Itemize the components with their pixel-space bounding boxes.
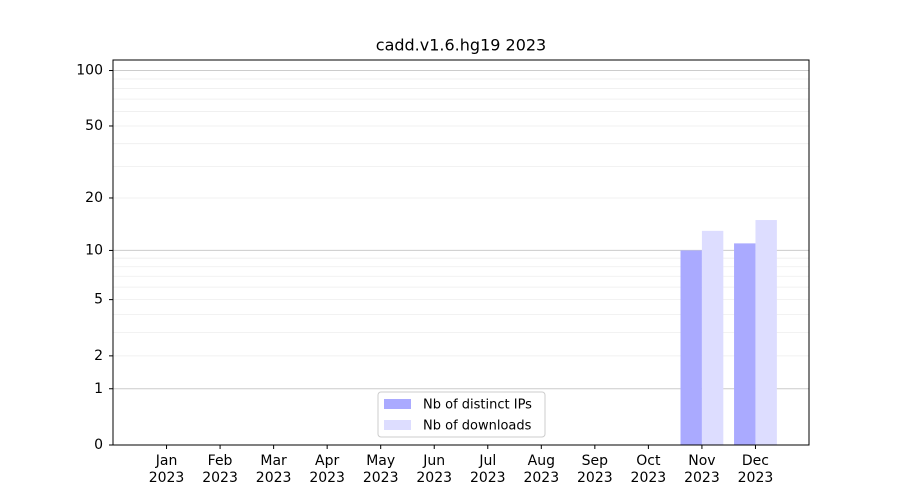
legend-swatch (384, 420, 411, 430)
y-tick-label: 10 (85, 242, 103, 258)
x-tick-label: Jan 2023 (148, 453, 185, 486)
plot-frame (112, 59, 810, 446)
legend-box (377, 391, 546, 438)
x-tick-label: Feb 2023 (202, 453, 238, 486)
legend-label: Nb of distinct IPs (423, 398, 532, 413)
legend-swatch (384, 399, 411, 409)
bar (755, 220, 777, 445)
x-tick-label: Sep 2023 (577, 453, 613, 486)
x-tick-label: Nov 2023 (684, 453, 720, 486)
y-tick-label: 0 (94, 437, 103, 453)
x-tick-label: Mar 2023 (255, 453, 292, 486)
x-tick-label: Dec 2023 (737, 453, 774, 486)
bar (734, 243, 756, 445)
x-tick-label: Jun 2023 (416, 453, 453, 486)
x-tick-label: Jul 2023 (469, 453, 506, 486)
y-tick-label: 50 (85, 118, 103, 134)
chart-title: cadd.v1.6.hg19 2023 (376, 36, 546, 55)
x-tick-label: Aug 2023 (523, 453, 560, 486)
legend-label: Nb of downloads (423, 419, 532, 434)
y-tick-label: 5 (94, 292, 103, 308)
y-tick-label: 2 (94, 348, 103, 364)
bar (701, 230, 724, 445)
x-tick-label: May 2023 (362, 453, 399, 486)
y-tick-label: 20 (85, 190, 103, 206)
y-tick-label: 1 (94, 381, 103, 397)
bar (680, 250, 702, 445)
y-tick-label: 100 (76, 63, 103, 79)
x-tick-label: Apr 2023 (309, 453, 345, 486)
x-tick-label: Oct 2023 (630, 453, 667, 486)
